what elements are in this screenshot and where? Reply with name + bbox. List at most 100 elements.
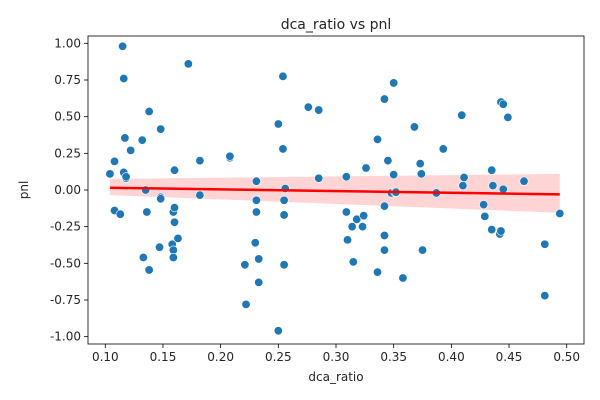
data-point — [254, 254, 264, 264]
data-point — [251, 195, 261, 205]
y-axis-title: pnl — [17, 181, 31, 200]
data-point — [250, 238, 260, 248]
data-point — [348, 257, 358, 267]
data-point — [254, 277, 264, 287]
data-point — [416, 169, 426, 179]
data-point — [121, 172, 131, 182]
confidence-band-layer — [109, 173, 560, 213]
data-point — [496, 226, 506, 236]
data-point — [438, 144, 448, 154]
data-point — [343, 235, 353, 245]
data-point — [487, 165, 497, 175]
data-point — [173, 233, 183, 243]
data-point — [144, 265, 154, 275]
x-tick-label: 0.35 — [380, 350, 407, 364]
data-point — [195, 190, 205, 200]
data-point — [540, 291, 550, 301]
data-point — [379, 245, 389, 255]
data-point — [314, 105, 324, 115]
data-point — [379, 230, 389, 240]
data-point — [480, 211, 490, 221]
data-point — [251, 176, 261, 186]
y-axis-ticks: -1.00 -0.75 -0.50 -0.25 0.00 0.25 0.50 0.75 1.00 — [50, 36, 88, 344]
data-point — [279, 210, 289, 220]
data-point — [278, 144, 288, 154]
y-tick-label: -0.50 — [50, 256, 81, 270]
data-point — [358, 222, 368, 232]
y-tick-label: 0.50 — [54, 110, 81, 124]
data-point — [278, 71, 288, 81]
data-point — [457, 110, 467, 120]
data-point — [279, 260, 289, 270]
data-point — [144, 107, 154, 117]
confidence-band — [109, 173, 560, 213]
data-point — [240, 260, 250, 270]
data-point — [458, 181, 468, 191]
x-tick-label: 0.20 — [207, 350, 234, 364]
data-point — [341, 172, 351, 182]
data-point — [383, 156, 393, 166]
data-point — [170, 217, 180, 227]
data-point — [170, 203, 180, 213]
data-point — [488, 181, 498, 191]
x-axis-title: dca_ratio — [308, 370, 363, 384]
data-point — [251, 207, 261, 217]
data-point — [379, 94, 389, 104]
data-point — [273, 326, 283, 336]
data-point — [279, 195, 289, 205]
data-point — [498, 184, 508, 194]
x-tick-label: 0.50 — [553, 350, 580, 364]
data-point — [110, 156, 120, 166]
data-point — [498, 99, 508, 109]
data-point — [137, 135, 147, 145]
data-point — [168, 252, 178, 262]
data-point — [142, 207, 152, 217]
x-tick-label: 0.45 — [496, 350, 523, 364]
data-point — [415, 159, 425, 169]
x-tick-label: 0.30 — [323, 350, 350, 364]
data-point — [398, 273, 408, 283]
data-point — [314, 173, 324, 183]
data-point — [120, 133, 130, 143]
data-point — [303, 102, 313, 112]
data-point — [118, 41, 128, 51]
data-point — [183, 59, 193, 69]
data-point — [138, 252, 148, 262]
data-point — [379, 201, 389, 211]
data-point — [155, 242, 165, 252]
y-tick-label: 1.00 — [54, 36, 81, 50]
data-point — [418, 245, 428, 255]
data-point — [170, 165, 180, 175]
data-point — [409, 122, 419, 132]
data-point — [503, 112, 513, 122]
data-point — [156, 124, 166, 134]
y-tick-label: 0.25 — [54, 146, 81, 160]
x-tick-label: 0.15 — [150, 350, 177, 364]
data-point — [479, 200, 489, 210]
data-point — [126, 145, 136, 155]
data-point — [373, 267, 383, 277]
data-point — [273, 119, 283, 129]
data-point — [555, 208, 565, 218]
x-axis-ticks: 0.10 0.15 0.20 0.25 0.30 0.35 0.40 0.45 0.50 — [92, 344, 580, 364]
data-point — [347, 222, 357, 232]
x-tick-label: 0.40 — [438, 350, 465, 364]
data-point — [359, 211, 369, 221]
y-tick-label: -1.00 — [50, 330, 81, 344]
data-point — [105, 169, 115, 179]
regression-line — [109, 186, 560, 196]
data-point — [119, 74, 129, 84]
x-tick-label: 0.25 — [265, 350, 292, 364]
data-point — [389, 170, 399, 180]
data-point — [459, 173, 469, 183]
data-point — [361, 163, 371, 173]
regression-line-layer — [109, 186, 560, 196]
y-tick-label: 0.75 — [54, 73, 81, 87]
data-point — [115, 209, 125, 219]
data-point — [540, 239, 550, 249]
y-tick-label: -0.25 — [50, 220, 81, 234]
data-point — [352, 214, 362, 224]
data-point — [389, 78, 399, 88]
data-point — [373, 134, 383, 144]
